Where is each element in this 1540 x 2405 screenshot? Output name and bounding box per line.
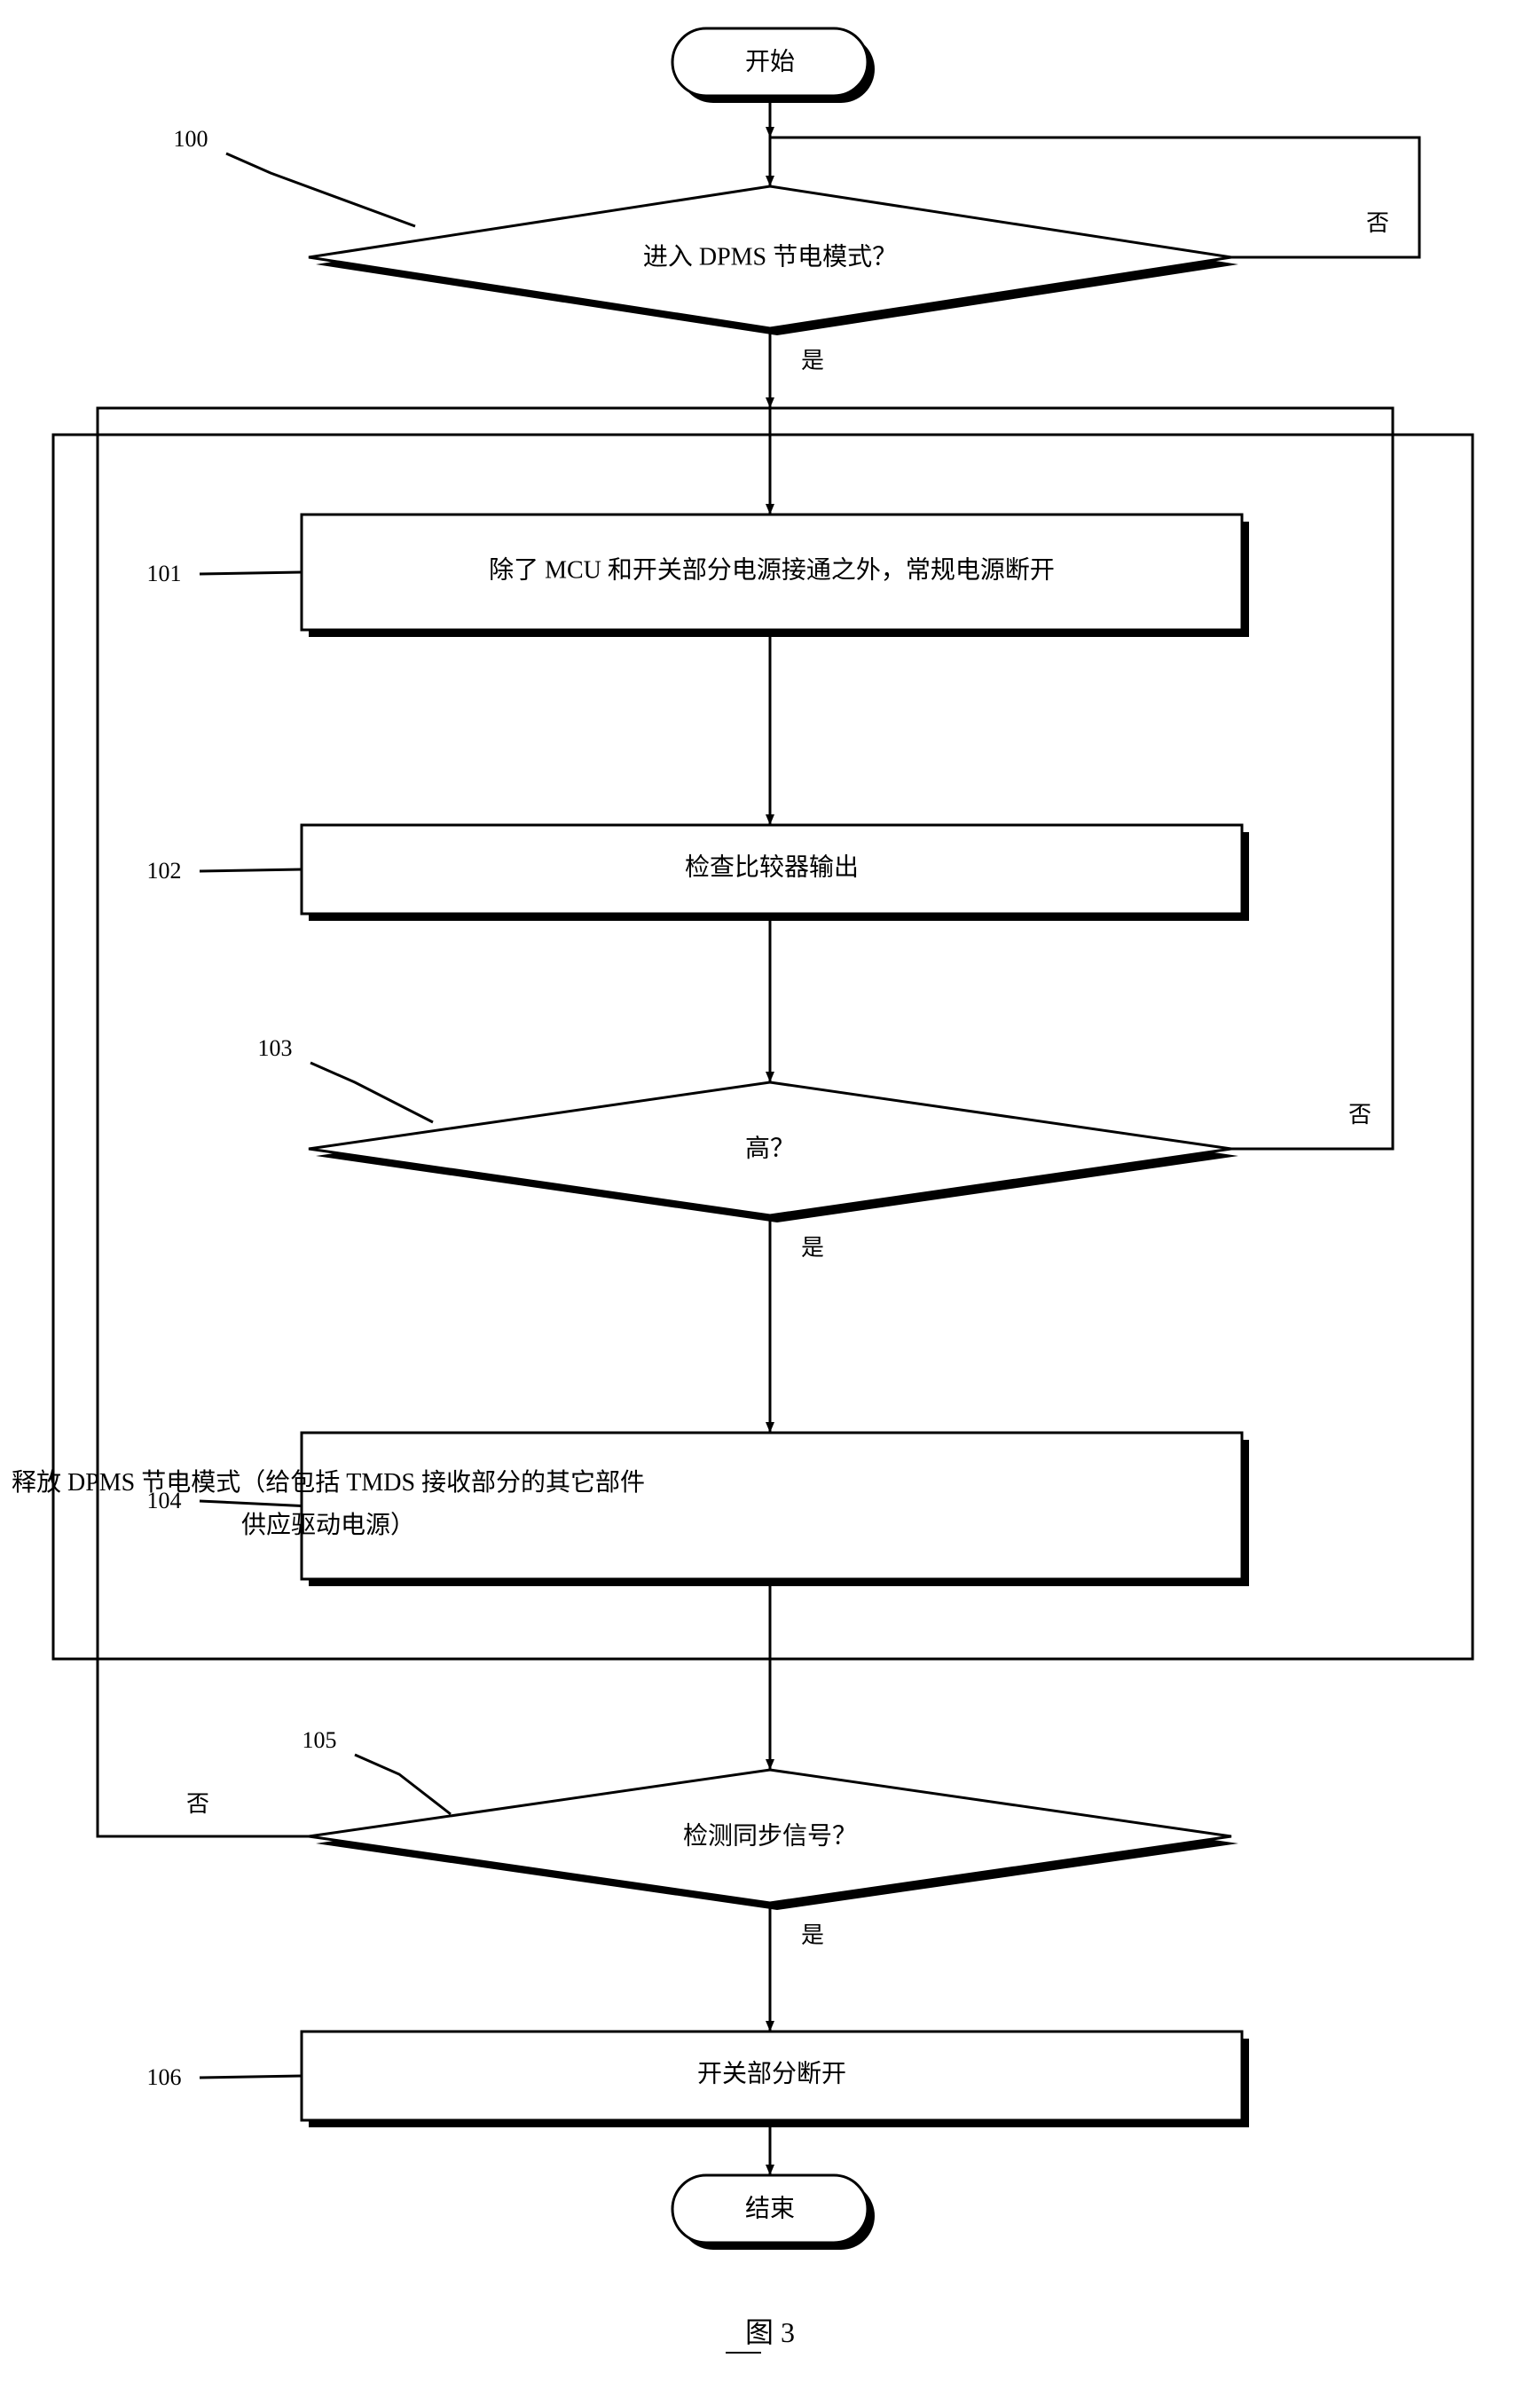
svg-text:高？: 高？ <box>745 1134 795 1162</box>
svg-text:检查比较器输出: 检查比较器输出 <box>685 853 859 881</box>
svg-text:图 3: 图 3 <box>745 2316 795 2348</box>
svg-text:否: 否 <box>1366 210 1389 236</box>
svg-text:104: 104 <box>147 1488 182 1513</box>
svg-text:开始: 开始 <box>745 47 795 75</box>
svg-text:否: 否 <box>186 1791 209 1817</box>
svg-text:检测同步信号？: 检测同步信号？ <box>683 1821 857 1850</box>
svg-text:结束: 结束 <box>745 2194 795 2222</box>
svg-text:106: 106 <box>147 2064 182 2090</box>
svg-text:释放 DPMS 节电模式（给包括 TMDS 接收部分的其它部: 释放 DPMS 节电模式（给包括 TMDS 接收部分的其它部件 <box>12 1468 645 1497</box>
svg-text:是: 是 <box>801 348 824 373</box>
svg-text:101: 101 <box>147 561 182 586</box>
svg-text:102: 102 <box>147 858 182 884</box>
svg-text:105: 105 <box>302 1727 337 1753</box>
svg-text:是: 是 <box>801 1235 824 1261</box>
svg-text:开关部分断开: 开关部分断开 <box>697 2059 846 2087</box>
svg-text:供应驱动电源）: 供应驱动电源） <box>241 1511 415 1539</box>
svg-text:100: 100 <box>174 126 208 152</box>
svg-text:103: 103 <box>258 1035 293 1061</box>
svg-text:除了 MCU 和开关部分电源接通之外，常规电源断开: 除了 MCU 和开关部分电源接通之外，常规电源断开 <box>489 555 1055 584</box>
svg-text:是: 是 <box>801 1922 824 1948</box>
svg-text:进入 DPMS 节电模式？: 进入 DPMS 节电模式？ <box>643 242 897 271</box>
svg-text:否: 否 <box>1348 1102 1371 1128</box>
